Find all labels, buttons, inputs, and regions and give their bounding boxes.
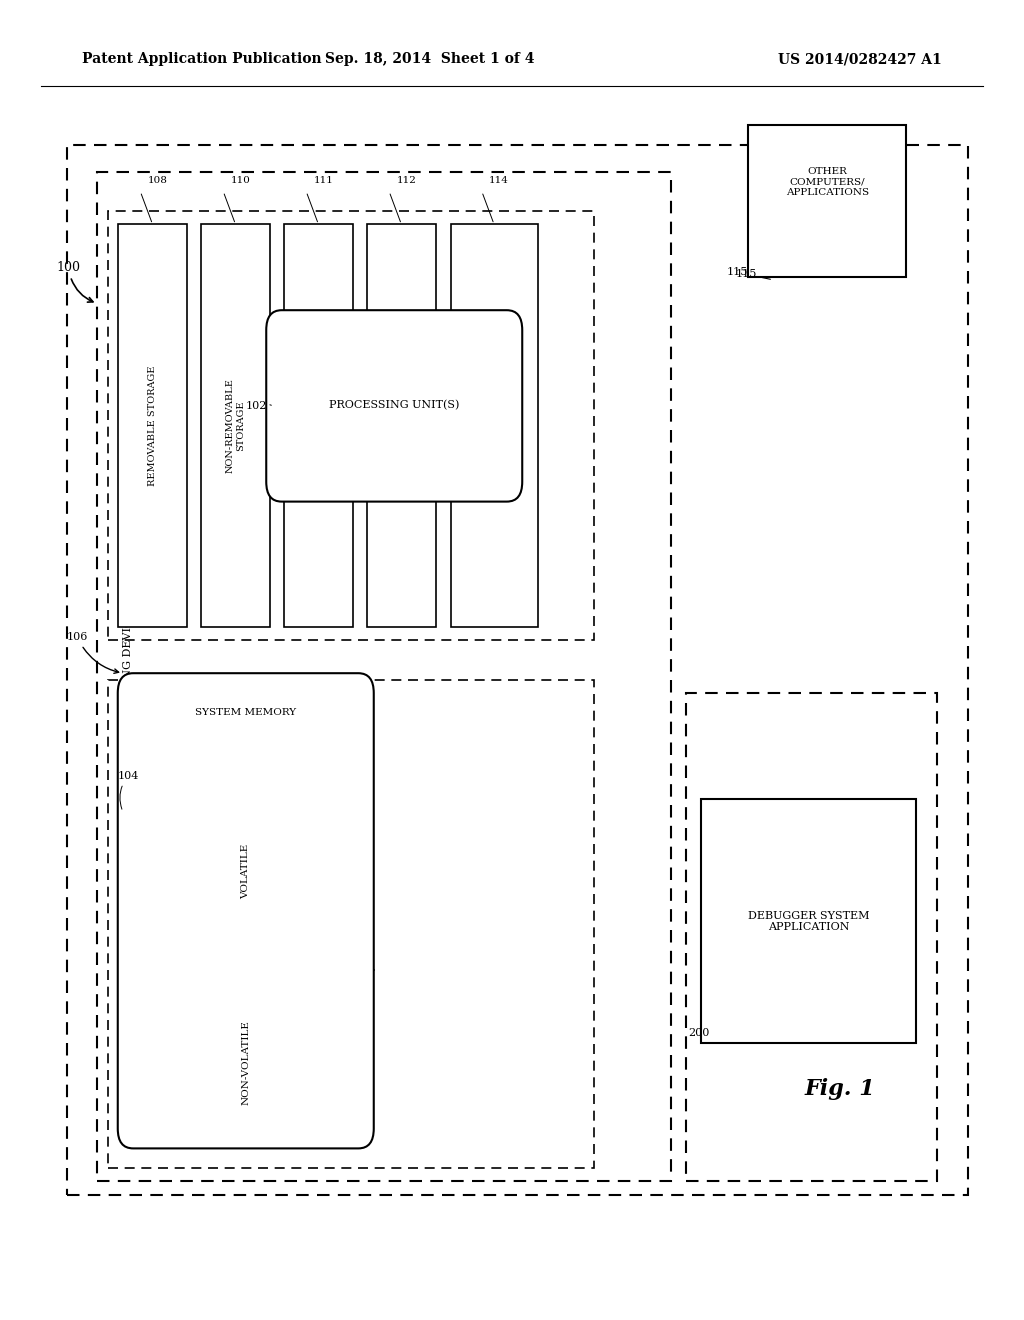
Text: PROCESSING UNIT(S): PROCESSING UNIT(S) [329, 400, 460, 411]
Text: SYSTEM MEMORY: SYSTEM MEMORY [196, 709, 296, 717]
Bar [108, 680, 594, 1168]
Text: 100: 100 [56, 260, 93, 302]
Text: Fig. 1: Fig. 1 [804, 1078, 876, 1100]
Text: 110: 110 [230, 176, 250, 185]
Bar [67, 145, 968, 1195]
Bar [284, 224, 353, 627]
Bar [201, 224, 270, 627]
Text: INPUT DEVICE(S): INPUT DEVICE(S) [397, 380, 406, 471]
Text: US 2014/0282427 A1: US 2014/0282427 A1 [778, 53, 942, 66]
Text: NON-VOLATILE: NON-VOLATILE [242, 1020, 250, 1105]
Text: 112: 112 [396, 176, 416, 185]
Text: Patent Application Publication: Patent Application Publication [82, 53, 322, 66]
FancyBboxPatch shape [266, 310, 522, 502]
Bar [108, 211, 594, 640]
FancyBboxPatch shape [118, 673, 374, 1148]
Bar [118, 224, 187, 627]
Text: OTHER
COMMUNICATION
CONNECTION(S): OTHER COMMUNICATION CONNECTION(S) [479, 378, 509, 474]
Text: REMOVABLE STORAGE: REMOVABLE STORAGE [148, 366, 157, 486]
Text: 102: 102 [246, 401, 271, 412]
Text: 111: 111 [313, 176, 333, 185]
Text: Sep. 18, 2014  Sheet 1 of 4: Sep. 18, 2014 Sheet 1 of 4 [326, 53, 535, 66]
Text: 115: 115 [735, 269, 770, 280]
Text: 104: 104 [118, 771, 139, 809]
Text: 114: 114 [489, 176, 509, 185]
Text: 200: 200 [688, 1028, 710, 1043]
Bar [367, 224, 436, 627]
Text: 106: 106 [67, 632, 119, 673]
Bar [451, 224, 538, 627]
Bar [748, 125, 906, 277]
Text: COMPUTING DEVICE: COMPUTING DEVICE [123, 610, 133, 737]
Text: DEBUGGER SYSTEM
APPLICATION: DEBUGGER SYSTEM APPLICATION [749, 911, 869, 932]
Bar [701, 799, 916, 1043]
Text: 115: 115 [726, 267, 748, 277]
Bar [97, 172, 671, 1181]
Text: 108: 108 [147, 176, 167, 185]
Text: VOLATILE: VOLATILE [242, 843, 250, 899]
Text: OTHER
COMPUTERS/
APPLICATIONS: OTHER COMPUTERS/ APPLICATIONS [785, 168, 869, 197]
Text: NON-REMOVABLE
STORAGE: NON-REMOVABLE STORAGE [226, 379, 245, 473]
Text: OUTPUT DEVICE(S): OUTPUT DEVICE(S) [314, 375, 323, 477]
Bar [686, 693, 937, 1181]
